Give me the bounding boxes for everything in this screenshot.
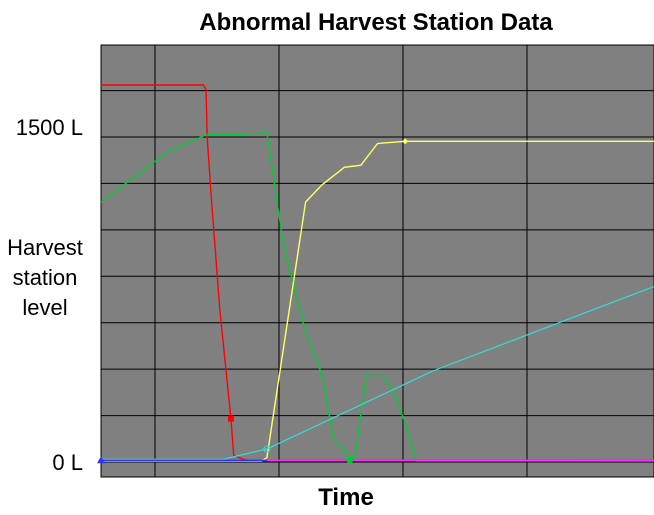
plot-background xyxy=(101,45,654,477)
y-tick-label-1500: 1500 L xyxy=(16,115,83,140)
plot-border xyxy=(100,44,654,478)
x-axis-label: Time xyxy=(318,484,374,511)
y-axis-label-line-3: level xyxy=(22,295,67,320)
series-line-3 xyxy=(101,285,654,460)
chart-title: Abnormal Harvest Station Data xyxy=(199,9,553,36)
y-tick-label-0: 0 L xyxy=(52,450,83,475)
series-line-1 xyxy=(100,131,654,462)
series-marker-2 xyxy=(402,138,409,145)
grid-lines xyxy=(100,44,654,478)
series-markers xyxy=(97,138,409,464)
series-marker-4 xyxy=(97,456,105,464)
series-marker-0 xyxy=(227,415,234,422)
series-marker-1 xyxy=(346,456,354,464)
series-marker-3 xyxy=(263,445,271,453)
y-axis-label-line-1: Harvest xyxy=(7,235,83,260)
y-axis-label-line-2: station xyxy=(13,265,78,290)
